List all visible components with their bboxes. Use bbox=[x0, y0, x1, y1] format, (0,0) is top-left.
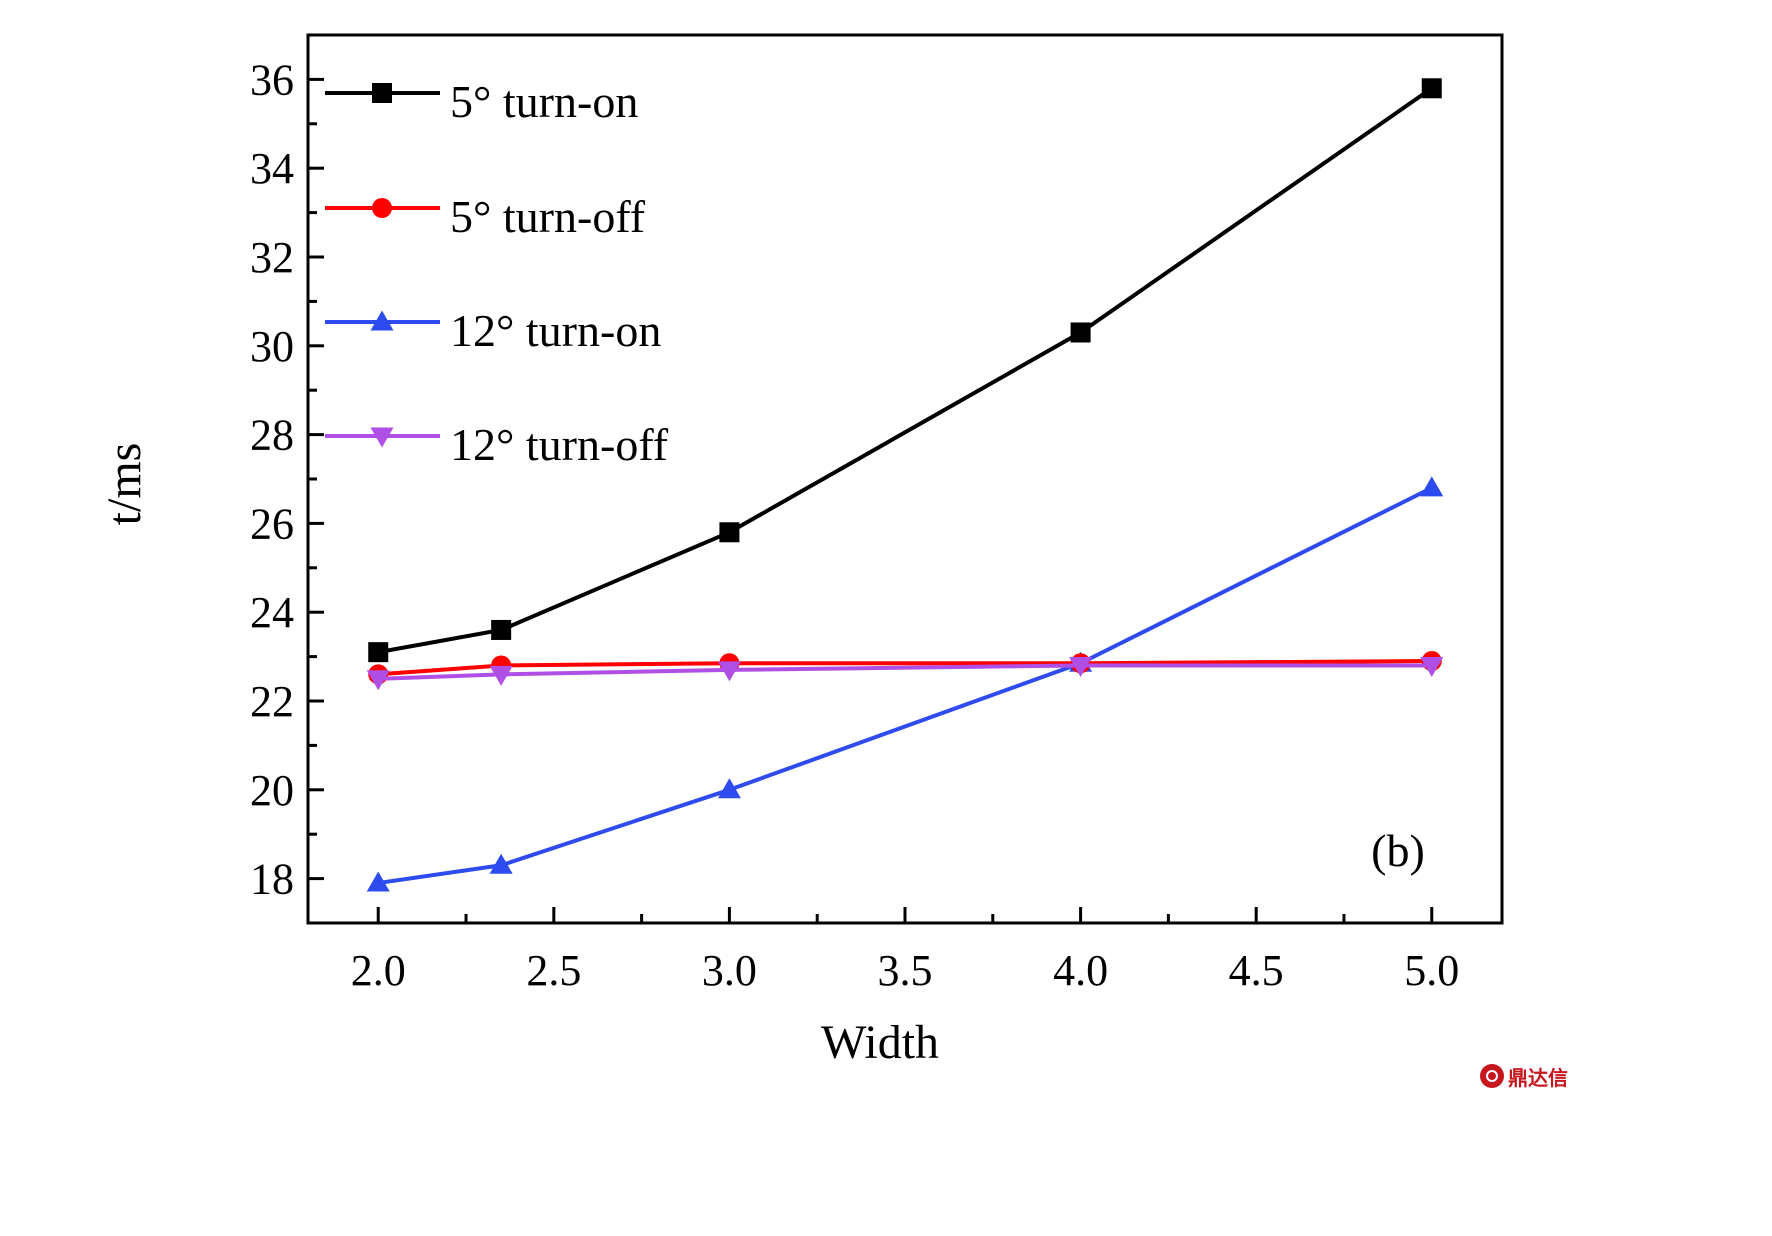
plot-border bbox=[306, 33, 1504, 925]
x-tick-label: 5.0 bbox=[1404, 946, 1459, 995]
y-tick-label: 26 bbox=[250, 499, 294, 548]
data-point-square bbox=[719, 522, 740, 543]
data-point-triangle-down bbox=[1420, 656, 1444, 677]
data-point-square bbox=[1070, 322, 1091, 343]
legend-item: 12° turn-on bbox=[325, 305, 661, 356]
watermark-text: 鼎达信 bbox=[1508, 1065, 1568, 1090]
panel-label: (b) bbox=[1371, 825, 1425, 876]
legend-item: 5° turn-off bbox=[325, 191, 646, 242]
y-tick-label: 32 bbox=[250, 233, 294, 282]
x-tick-label: 4.0 bbox=[1053, 946, 1108, 995]
data-point-triangle-up bbox=[370, 310, 394, 331]
data-point-triangle-up bbox=[1420, 476, 1444, 497]
y-tick-label: 34 bbox=[250, 144, 294, 193]
y-axis-title: t/ms bbox=[98, 443, 151, 526]
data-point-square bbox=[491, 619, 512, 640]
series-1 bbox=[368, 78, 1442, 663]
data-point-triangle-up bbox=[489, 853, 513, 874]
y-tick-label: 24 bbox=[250, 588, 294, 637]
y-axis: 18 20 22 24 26 28 30 32 34 36 bbox=[250, 33, 324, 925]
legend: 5° turn-on 5° turn-off 12° turn-on 12° turn… bbox=[325, 76, 669, 470]
watermark: 鼎达信 bbox=[1480, 1062, 1568, 1090]
y-tick-label: 28 bbox=[250, 411, 294, 460]
series-3 bbox=[366, 476, 1444, 892]
series-line bbox=[378, 663, 1432, 681]
y-tick-label: 22 bbox=[250, 677, 294, 726]
data-point-triangle-up bbox=[366, 871, 390, 892]
x-tick-label: 3.0 bbox=[702, 946, 757, 995]
x-axis-title: Width bbox=[821, 1016, 939, 1069]
x-tick-label: 3.5 bbox=[878, 946, 933, 995]
series-4 bbox=[366, 656, 1444, 691]
data-point-square bbox=[372, 83, 392, 103]
data-point-triangle-down bbox=[1069, 656, 1093, 677]
y-tick-label: 18 bbox=[250, 855, 294, 904]
x-tick-label: 2.5 bbox=[526, 946, 581, 995]
legend-label: 12° turn-on bbox=[450, 305, 661, 356]
data-point-triangle-down bbox=[717, 661, 741, 682]
data-point-square bbox=[1421, 78, 1442, 99]
legend-label: 5° turn-off bbox=[450, 191, 646, 242]
data-point-triangle-down bbox=[370, 427, 394, 448]
x-tick-label: 4.5 bbox=[1229, 946, 1284, 995]
x-tick-label: 2.0 bbox=[351, 946, 406, 995]
legend-label: 12° turn-off bbox=[450, 419, 669, 470]
data-point-triangle-down bbox=[366, 670, 390, 691]
line-chart: 2.0 2.5 3.0 3.5 4.0 4.5 5.0 18 20 22 24 26 28 30 32 34… bbox=[98, 33, 1504, 1069]
y-tick-label: 20 bbox=[250, 766, 294, 815]
data-point-circle bbox=[372, 198, 392, 218]
y-tick-label: 36 bbox=[250, 55, 294, 104]
plot-frame bbox=[306, 33, 1504, 925]
series-layer bbox=[366, 78, 1444, 892]
series-line bbox=[377, 486, 1433, 886]
legend-item: 5° turn-on bbox=[325, 76, 638, 127]
data-point-triangle-down bbox=[489, 665, 513, 686]
circle-logo-icon bbox=[1480, 1064, 1504, 1088]
data-point-triangle-up bbox=[717, 778, 741, 799]
y-tick-label: 30 bbox=[250, 322, 294, 371]
data-point-square bbox=[368, 642, 389, 663]
legend-label: 5° turn-on bbox=[450, 76, 638, 127]
x-axis: 2.0 2.5 3.0 3.5 4.0 4.5 5.0 bbox=[351, 907, 1459, 995]
legend-item: 12° turn-off bbox=[325, 419, 669, 470]
